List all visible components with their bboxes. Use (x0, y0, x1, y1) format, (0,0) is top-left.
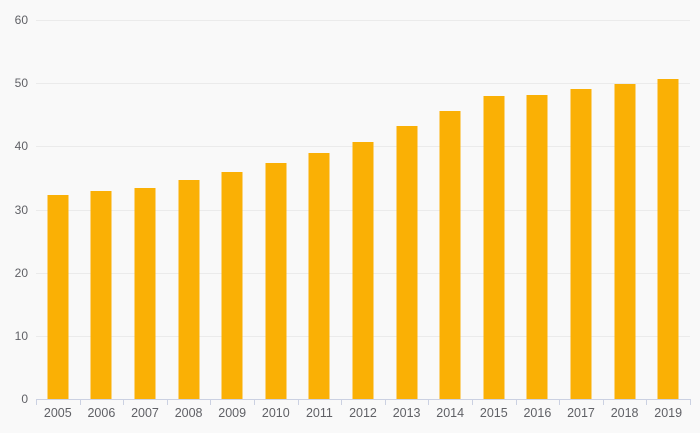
bar-slot-2006: 2006 (80, 20, 124, 420)
x-axis-tick-mark (254, 399, 255, 405)
x-axis-tick-label: 2006 (87, 406, 116, 420)
bar-slot-2012: 2012 (341, 20, 385, 420)
x-axis-tick-mark (515, 399, 517, 405)
x-axis-tick-mark (428, 399, 430, 405)
bar-slot-2016: 2016 (516, 20, 560, 420)
bar-2008[interactable] (178, 179, 200, 399)
x-axis-tick-label: 2009 (218, 406, 247, 420)
x-axis-tick-label: 2015 (479, 406, 508, 420)
bar-slot-2015: 2015 (472, 20, 516, 420)
bar-2007[interactable] (134, 188, 156, 399)
gridline-y-50 (36, 83, 690, 85)
x-axis-tick-label: 2017 (567, 406, 595, 420)
x-axis-tick-label: 2019 (654, 406, 683, 420)
y-axis-tick-label: 10 (14, 328, 28, 343)
bar-2017[interactable] (570, 89, 592, 399)
bar-slot-2019: 2019 (646, 20, 690, 420)
bar-2014[interactable] (439, 110, 461, 399)
bar-2009[interactable] (221, 171, 243, 399)
bar-slot-2014: 2014 (428, 20, 472, 420)
x-axis-tick-mark (36, 399, 37, 405)
x-axis-tick-mark (297, 399, 299, 405)
y-axis-tick-label: 20 (14, 265, 28, 280)
x-axis-tick-label: 2008 (174, 406, 203, 420)
x-axis-tick-mark (123, 399, 125, 405)
bar-slot-2009: 2009 (210, 20, 254, 420)
bar-2011[interactable] (308, 153, 330, 399)
x-axis-tick-label: 2005 (43, 406, 72, 420)
bar-2013[interactable] (396, 126, 418, 399)
y-axis-tick-label: 40 (14, 139, 28, 154)
x-axis-tick-label: 2016 (523, 406, 552, 420)
bar-slot-2010: 2010 (254, 20, 298, 420)
bar-2019[interactable] (657, 79, 679, 399)
y-axis-tick-label: 0 (21, 392, 28, 406)
bar-2015[interactable] (483, 95, 505, 399)
y-axis-tick-label: 50 (14, 76, 28, 91)
bar-2012[interactable] (352, 141, 374, 399)
bar-2005[interactable] (47, 194, 69, 399)
bar-2006[interactable] (90, 191, 112, 399)
x-axis-tick-label: 2014 (436, 406, 465, 420)
bar-slot-2013: 2013 (385, 20, 429, 420)
x-axis-tick-mark (166, 399, 168, 405)
x-axis-tick-mark (79, 399, 81, 405)
gridline-y-60 (36, 20, 690, 21)
plot-area: 2005 2006 2007 2008 2009 2010 2011 2012 2013 2014… (36, 20, 691, 420)
x-axis-tick-label: 2012 (349, 406, 377, 420)
bar-2010[interactable] (265, 162, 287, 399)
x-axis-tick-mark (472, 399, 473, 405)
x-axis-tick-label: 2010 (261, 406, 290, 420)
bar-2016[interactable] (526, 94, 548, 399)
x-axis-tick-mark (210, 399, 212, 405)
x-axis-tick-mark (559, 399, 561, 405)
x-axis-tick-mark (646, 399, 648, 405)
x-axis-tick-label: 2018 (610, 406, 639, 420)
x-axis-tick-mark (690, 399, 691, 405)
x-axis-tick-mark (384, 399, 386, 405)
y-axis-tick-label: 60 (14, 13, 28, 27)
bar-slot-2018: 2018 (603, 20, 647, 420)
bar-slot-2011: 2011 (298, 20, 342, 420)
x-axis-tick-mark (341, 399, 343, 405)
bar-slot-2008: 2008 (167, 20, 211, 420)
bar-slot-2005: 2005 (36, 20, 80, 420)
x-axis-tick-label: 2011 (305, 406, 333, 420)
bar-slot-2017: 2017 (559, 20, 603, 420)
x-axis-tick-label: 2013 (392, 406, 421, 420)
x-axis-tick-label: 2007 (131, 406, 159, 420)
bar-2018[interactable] (614, 84, 636, 399)
x-axis-line (36, 399, 690, 400)
y-axis-tick-label: 30 (14, 202, 28, 217)
x-axis-tick-mark (602, 399, 604, 405)
bar-slot-2007: 2007 (123, 20, 167, 420)
